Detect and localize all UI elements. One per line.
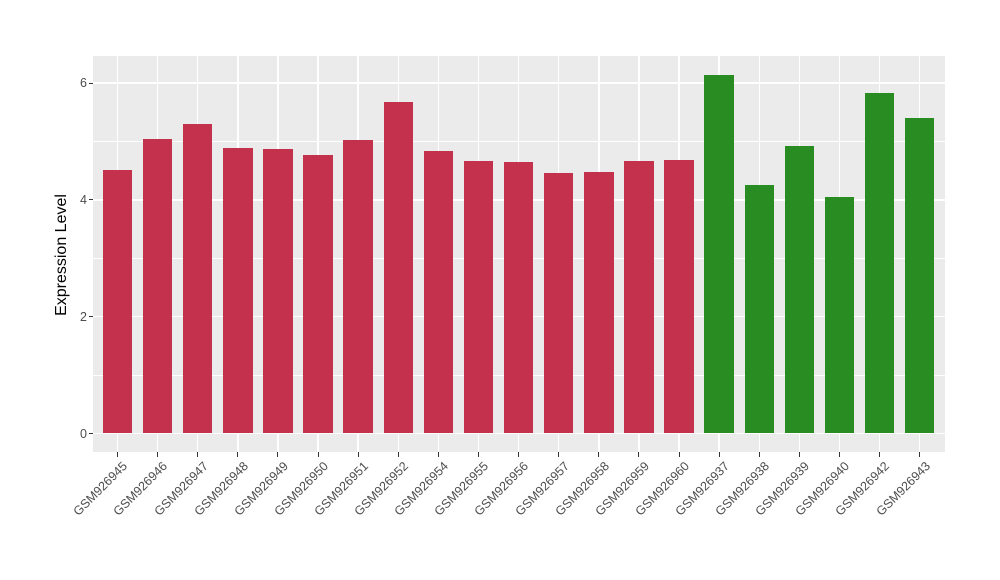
plot-panel bbox=[93, 56, 945, 452]
x-tick-mark bbox=[638, 452, 640, 457]
bar-GSM926943 bbox=[905, 118, 935, 434]
x-tick-mark bbox=[558, 452, 560, 457]
x-tick-mark bbox=[397, 452, 399, 457]
x-tick-mark bbox=[237, 452, 239, 457]
y-tick-label: 0 bbox=[80, 426, 87, 441]
bar-GSM926945 bbox=[102, 170, 133, 434]
x-tick-mark bbox=[879, 452, 881, 457]
bar-GSM926937 bbox=[704, 74, 734, 434]
y-tick-mark bbox=[88, 316, 93, 318]
bar-GSM926954 bbox=[423, 150, 454, 434]
x-tick-mark bbox=[758, 452, 760, 457]
x-tick-mark bbox=[317, 452, 319, 457]
y-tick-label: 2 bbox=[80, 309, 87, 324]
x-tick-mark bbox=[197, 452, 199, 457]
y-tick-mark bbox=[88, 199, 93, 201]
x-tick-mark bbox=[117, 452, 118, 457]
major-gridline bbox=[93, 82, 945, 84]
x-tick-mark bbox=[598, 452, 600, 457]
y-tick-label: 4 bbox=[80, 192, 87, 207]
x-tick-mark bbox=[678, 452, 680, 457]
x-tick-mark bbox=[798, 452, 800, 457]
bar-GSM926957 bbox=[544, 173, 574, 434]
bar-GSM926960 bbox=[664, 159, 694, 434]
bar-GSM926952 bbox=[383, 101, 413, 434]
x-tick-mark bbox=[838, 452, 840, 457]
bar-GSM926950 bbox=[303, 154, 333, 434]
bar-GSM926955 bbox=[463, 160, 494, 434]
y-tick-mark bbox=[88, 433, 93, 434]
x-tick-mark bbox=[718, 452, 720, 457]
y-tick-mark bbox=[88, 82, 93, 84]
bar-GSM926959 bbox=[624, 160, 654, 434]
x-tick-mark bbox=[518, 452, 520, 457]
bar-GSM926956 bbox=[503, 161, 534, 434]
bar-GSM926939 bbox=[784, 145, 815, 434]
x-tick-mark bbox=[919, 452, 921, 457]
bar-GSM926940 bbox=[824, 196, 855, 434]
y-axis-title: Expression Level bbox=[53, 194, 70, 316]
bar-GSM926949 bbox=[263, 149, 293, 434]
major-gridline bbox=[93, 432, 945, 435]
bar-GSM926951 bbox=[343, 139, 373, 434]
x-tick-mark bbox=[477, 452, 479, 457]
bar-GSM926958 bbox=[584, 172, 614, 434]
x-tick-mark bbox=[437, 452, 439, 457]
x-tick-mark bbox=[157, 452, 159, 457]
x-tick-mark bbox=[357, 452, 359, 457]
bar-GSM926946 bbox=[142, 139, 173, 434]
bar-GSM926947 bbox=[183, 123, 213, 434]
bar-GSM926942 bbox=[864, 93, 895, 434]
minor-gridline bbox=[93, 141, 945, 142]
y-tick-label: 6 bbox=[80, 76, 87, 91]
bar-GSM926938 bbox=[744, 184, 774, 434]
x-tick-mark bbox=[277, 452, 279, 457]
bar-GSM926948 bbox=[223, 147, 253, 434]
